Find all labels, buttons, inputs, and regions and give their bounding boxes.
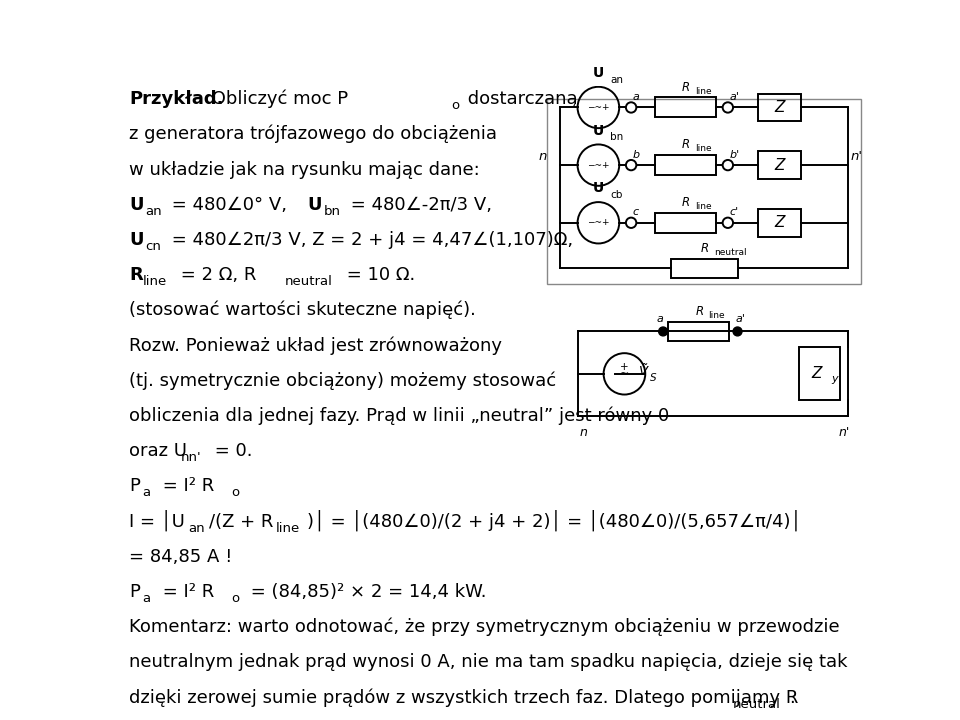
Text: R: R [129,266,143,284]
Text: c: c [633,207,638,217]
Text: o: o [231,592,240,605]
Text: = 84,85 A !: = 84,85 A ! [129,548,232,566]
Text: Przykład.: Przykład. [129,90,224,108]
Text: o: o [451,99,459,112]
Ellipse shape [723,160,733,171]
Text: Ṽ: Ṽ [639,365,648,378]
Ellipse shape [626,102,636,112]
Text: Z: Z [774,158,784,173]
Text: n: n [539,150,547,163]
Ellipse shape [626,217,636,228]
Text: U: U [129,231,143,249]
Text: neutral: neutral [714,248,747,257]
Text: U: U [592,66,604,80]
Text: o: o [231,487,240,500]
Text: obliczenia dla jednej fazy. Prąd w linii „neutral” jest równy 0: obliczenia dla jednej fazy. Prąd w linii… [129,407,669,425]
Text: U: U [592,124,604,138]
Text: b': b' [730,150,739,160]
Text: R: R [682,138,690,151]
Text: R: R [701,242,709,255]
Text: = 10 Ω.: = 10 Ω. [341,266,416,284]
Text: = I² R: = I² R [157,583,214,601]
Text: P: P [129,477,140,495]
Text: n: n [580,426,588,439]
Text: line: line [708,311,725,320]
Text: line: line [695,145,711,153]
Text: −~+: −~+ [588,161,610,170]
Text: bn: bn [324,204,341,217]
Text: a: a [142,487,151,500]
Text: ~: ~ [620,369,629,379]
Text: = I² R: = I² R [157,477,214,495]
Text: a: a [142,592,151,605]
Text: line: line [276,521,300,534]
Ellipse shape [659,327,667,336]
Ellipse shape [733,327,742,336]
Text: neutral: neutral [285,275,333,288]
Text: )│ = │(480∠0)/(2 + j4 + 2)│ = │(480∠0)/(5,657∠π/4)│: )│ = │(480∠0)/(2 + j4 + 2)│ = │(480∠0)/(… [307,510,802,531]
Text: dostarczaną: dostarczaną [463,90,578,108]
Text: /(Z + R: /(Z + R [209,513,274,531]
Text: nn': nn' [181,451,202,464]
Text: Komentarz: warto odnotować, że przy symetrycznym obciążeniu w przewodzie: Komentarz: warto odnotować, że przy syme… [129,618,840,636]
Text: Z: Z [811,366,822,381]
Text: a: a [657,314,663,324]
Text: bn: bn [611,132,624,143]
Text: an: an [145,204,162,217]
Text: −~+: −~+ [588,103,610,112]
Text: −~+: −~+ [588,218,610,228]
Text: n': n' [838,426,850,439]
Text: Z: Z [774,215,784,230]
Text: U: U [129,196,143,214]
Ellipse shape [723,217,733,228]
Text: an: an [611,75,623,84]
Ellipse shape [723,102,733,112]
Text: a': a' [730,92,739,102]
Text: a: a [633,92,639,102]
Text: S: S [650,373,657,383]
Text: = (84,85)² × 2 = 14,4 kW.: = (84,85)² × 2 = 14,4 kW. [245,583,487,601]
Text: = 480∠-2π/3 V,: = 480∠-2π/3 V, [345,196,492,214]
Text: line: line [142,275,167,288]
Text: z generatora trójfazowego do obciążenia: z generatora trójfazowego do obciążenia [129,125,497,143]
Text: cb: cb [611,190,623,200]
Text: P: P [129,583,140,601]
Text: Rozw. Ponieważ układ jest zrównoważony: Rozw. Ponieważ układ jest zrównoważony [129,336,502,354]
Text: line: line [695,87,711,96]
Text: an: an [188,521,205,534]
Text: Z: Z [774,100,784,115]
Text: y: y [831,374,838,384]
Text: b: b [633,150,639,160]
Text: I = │U: I = │U [129,510,185,531]
Text: a': a' [735,314,745,324]
Text: R: R [696,305,704,318]
Text: neutralnym jednak prąd wynosi 0 A, nie ma tam spadku napięcia, dzieje się tak: neutralnym jednak prąd wynosi 0 A, nie m… [129,654,848,672]
Text: line: line [695,202,711,211]
Text: U: U [307,196,322,214]
Text: c': c' [730,207,738,217]
Text: = 0.: = 0. [209,442,252,460]
Text: R: R [682,196,690,209]
Text: (stosować wartości skuteczne napięć).: (stosować wartości skuteczne napięć). [129,301,476,320]
Ellipse shape [626,160,636,171]
Text: +: + [620,362,629,372]
Text: U: U [592,181,604,195]
Text: dzięki zerowej sumie prądów z wszystkich trzech faz. Dlatego pomijamy R: dzięki zerowej sumie prądów z wszystkich… [129,688,799,706]
Text: = 480∠2π/3 V, Z = 2 + j4 = 4,47∠(1,107)Ω,: = 480∠2π/3 V, Z = 2 + j4 = 4,47∠(1,107)Ω… [166,231,573,249]
Text: (tj. symetrycznie obciążony) możemy stosować: (tj. symetrycznie obciążony) możemy stos… [129,372,556,390]
Text: = 480∠0° V,: = 480∠0° V, [166,196,287,214]
Text: neutral: neutral [733,698,780,711]
Text: R: R [682,81,690,94]
Text: w układzie jak na rysunku mając dane:: w układzie jak na rysunku mając dane: [129,161,480,179]
Text: cn: cn [145,240,161,253]
Text: = 2 Ω, R: = 2 Ω, R [175,266,256,284]
Text: oraz U: oraz U [129,442,187,460]
Text: .: . [789,688,795,706]
Text: Obliczyć moc P: Obliczyć moc P [205,90,348,108]
Text: n': n' [851,150,863,163]
